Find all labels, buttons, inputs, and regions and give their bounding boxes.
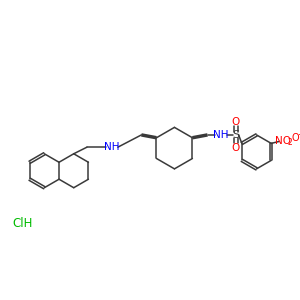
Text: O: O xyxy=(232,143,240,153)
Text: ClH: ClH xyxy=(12,217,33,230)
Text: −: − xyxy=(297,130,300,140)
Text: O: O xyxy=(232,117,240,127)
Text: NH: NH xyxy=(213,130,229,140)
Text: NO: NO xyxy=(274,136,291,146)
Text: NH: NH xyxy=(103,142,119,152)
Text: O: O xyxy=(292,133,300,143)
Text: S: S xyxy=(232,130,239,140)
Text: 2: 2 xyxy=(288,138,292,147)
